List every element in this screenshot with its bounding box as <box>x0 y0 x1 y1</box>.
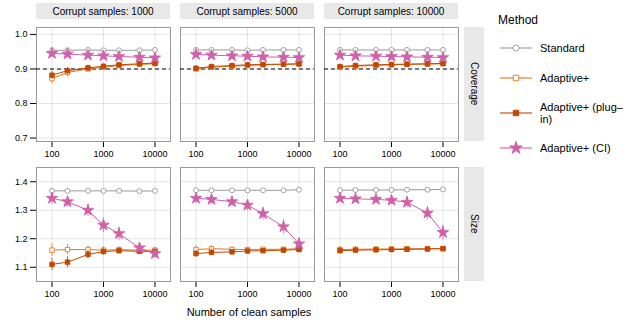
svg-text:10000: 10000 <box>142 149 167 159</box>
svg-text:100: 100 <box>44 289 59 299</box>
html-text:Standard: Standard <box>540 42 585 54</box>
svg-text:1.1: 1.1 <box>15 262 28 272</box>
svg-text:1.2: 1.2 <box>15 234 28 244</box>
html-text:Corrupt samples: 1000: Corrupt samples: 1000 <box>52 5 154 17</box>
svg-text:1000: 1000 <box>381 289 401 299</box>
svg-text:0.8: 0.8 <box>15 98 28 108</box>
svg-text:0.7: 0.7 <box>15 133 28 143</box>
svg-text:100: 100 <box>332 149 347 159</box>
html-text:Corrupt samples: 10000: Corrupt samples: 10000 <box>337 5 445 17</box>
svg-text:1.0: 1.0 <box>15 29 28 39</box>
svg-text:100: 100 <box>44 149 59 159</box>
html-text:Adaptive+: Adaptive+ <box>540 72 590 84</box>
svg-text:10000: 10000 <box>430 289 455 299</box>
svg-text:1000: 1000 <box>381 149 401 159</box>
svg-text:1.4: 1.4 <box>15 177 28 187</box>
svg-text:1.3: 1.3 <box>15 205 28 215</box>
html-text:Coverage: Coverage <box>468 62 480 106</box>
svg-text:10000: 10000 <box>430 149 455 159</box>
html-text:Method: Method <box>498 13 538 27</box>
svg-text:100: 100 <box>188 289 203 299</box>
svg-text:1000: 1000 <box>93 149 113 159</box>
svg-text:1000: 1000 <box>237 289 257 299</box>
html-text:Adaptive+ (CI): Adaptive+ (CI) <box>540 142 611 154</box>
svg-text:10000: 10000 <box>286 289 311 299</box>
svg-text:10000: 10000 <box>142 289 167 299</box>
svg-text:100: 100 <box>332 289 347 299</box>
svg-text:10000: 10000 <box>286 149 311 159</box>
svg-text:1000: 1000 <box>93 289 113 299</box>
html-text:Corrupt samples: 5000: Corrupt samples: 5000 <box>196 5 298 17</box>
svg-text:1000: 1000 <box>237 149 257 159</box>
html-text:Number of clean samples: Number of clean samples <box>186 306 312 318</box>
svg-text:0.9: 0.9 <box>15 64 28 74</box>
svg-text:100: 100 <box>188 149 203 159</box>
html-text:Size: Size <box>468 214 480 234</box>
html-text:Adaptive+ (plug–in): Adaptive+ (plug–in) <box>540 101 623 125</box>
